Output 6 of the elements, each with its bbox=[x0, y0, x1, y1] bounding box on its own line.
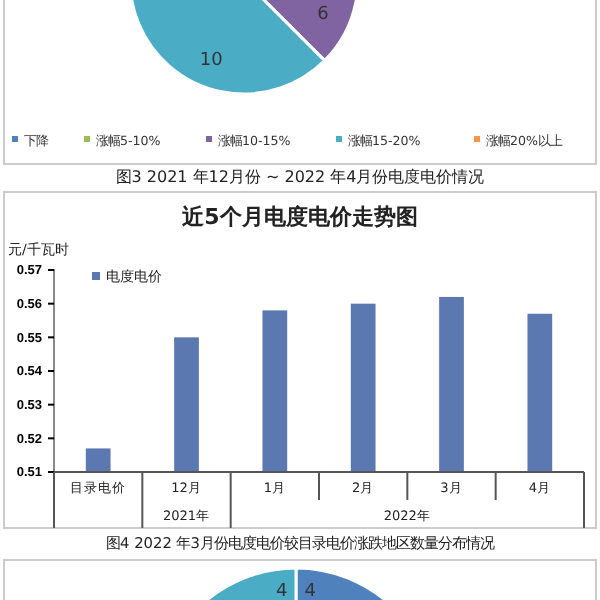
data-label: 10 bbox=[199, 51, 224, 72]
chart-title: 近5个月电度电价走势图 bbox=[180, 204, 418, 230]
caption: 图3 2021 年12月份 ~ 2022 年4月份电度电价情况 bbox=[115, 168, 485, 186]
data-label: 6 bbox=[317, 5, 330, 26]
data-label: 4 bbox=[276, 582, 289, 600]
data-label: 4 bbox=[304, 582, 317, 600]
